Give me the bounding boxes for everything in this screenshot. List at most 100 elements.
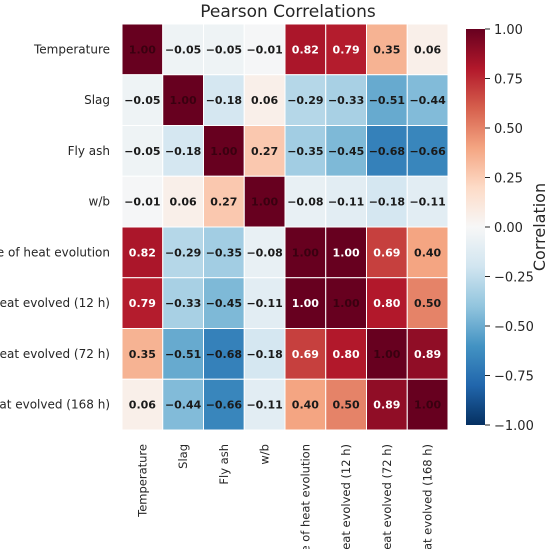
cell-value-label: −0.08	[287, 196, 323, 209]
column-label: Heat evolved (168 h)	[421, 444, 435, 549]
cell-value-label: −0.11	[246, 297, 282, 310]
column-label: Slag	[176, 444, 190, 469]
colorbar-tick-label: 0.50	[494, 122, 523, 137]
heatmap-cell	[121, 378, 164, 431]
heatmap-cell	[406, 226, 449, 279]
colorbar-label: Correlation	[530, 183, 549, 271]
heatmap-cell	[325, 277, 367, 329]
cell-value-label: 0.79	[333, 43, 360, 56]
heatmap-cell	[203, 125, 245, 177]
cell-value-label: −0.01	[246, 43, 282, 56]
heatmap-cell	[406, 23, 449, 76]
cell-value-label: −0.11	[409, 196, 445, 209]
row-label: Fly ash	[68, 144, 110, 158]
cell-value-label: −0.29	[287, 94, 323, 107]
cell-value-label: −0.35	[206, 246, 242, 259]
row-label: Heat evolved (168 h)	[0, 398, 110, 412]
heatmap-cell	[284, 378, 327, 431]
heatmap-cell	[325, 74, 367, 126]
heatmap-cell	[121, 125, 164, 177]
heatmap-cell	[162, 74, 204, 126]
heatmap-cell	[325, 23, 367, 76]
cell-value-label: 0.50	[333, 399, 360, 412]
cell-value-label: −0.33	[165, 297, 201, 310]
heatmap-cell	[366, 175, 408, 228]
cell-value-label: 1.00	[210, 145, 237, 158]
cell-value-label: 0.82	[292, 43, 319, 56]
heatmap-cell	[243, 125, 286, 177]
cell-value-label: 0.50	[414, 297, 441, 310]
chart-title: Pearson Correlations	[200, 2, 376, 22]
heatmap-cell	[406, 328, 449, 380]
column-label: Fly ash	[217, 444, 231, 485]
cell-value-label: −0.44	[165, 399, 202, 412]
colorbar-tick-label: −1.00	[494, 419, 534, 434]
cell-value-label: −0.05	[124, 94, 160, 107]
heatmap-cell	[325, 378, 367, 431]
cell-value-label: −0.68	[206, 348, 242, 361]
cell-value-label: 1.00	[333, 297, 360, 310]
cell-value-label: 0.69	[292, 348, 319, 361]
heatmap-cell	[121, 23, 164, 76]
cell-value-label: −0.44	[409, 94, 446, 107]
cell-value-label: 1.00	[414, 399, 441, 412]
cell-value-label: −0.18	[246, 348, 282, 361]
cell-value-label: 1.00	[129, 43, 156, 56]
heatmap-cell	[162, 23, 204, 76]
cell-value-label: 0.06	[414, 43, 441, 56]
cell-value-label: 0.89	[373, 399, 400, 412]
heatmap-cells: 1.00 −0.05 −0.05 −0.01 0.82 0.79 0.35 0.06 −0.05…	[121, 23, 449, 431]
cell-value-label: −0.45	[206, 297, 242, 310]
cell-value-label: 0.69	[373, 246, 400, 259]
cell-value-label: −0.08	[246, 246, 282, 259]
colorbar-tick-label: −0.75	[494, 370, 534, 385]
heatmap-cell	[243, 175, 286, 228]
heatmap-cell	[406, 378, 449, 431]
colorbar-tick-label: −0.50	[494, 320, 534, 335]
cell-value-label: −0.01	[124, 196, 160, 209]
cell-value-label: −0.11	[246, 399, 282, 412]
heatmap-cell	[406, 277, 449, 329]
cell-value-label: 0.27	[210, 196, 237, 209]
row-label: Temperature	[33, 42, 110, 56]
heatmap-cell	[284, 125, 327, 177]
heatmap-cell	[325, 125, 367, 177]
cell-value-label: −0.35	[287, 145, 323, 158]
heatmap-cell	[203, 175, 245, 228]
heatmap-cell	[203, 378, 245, 431]
cell-value-label: −0.66	[206, 399, 243, 412]
colorbar-tick-label: 0.75	[494, 73, 523, 88]
cell-value-label: 1.00	[170, 94, 197, 107]
cell-value-label: −0.29	[165, 246, 201, 259]
colorbar-tick-label: 1.00	[494, 23, 523, 38]
colorbar: 1.00 0.75 0.50 0.25 0.00 −0.25 −0.50 −0.75 −1.00…	[466, 23, 549, 434]
heatmap-cell	[203, 277, 245, 329]
cell-value-label: −0.45	[328, 145, 364, 158]
cell-value-label: 1.00	[251, 196, 278, 209]
column-labels: Temperature Slag Fly ash w/b Rate of heat ev…	[135, 444, 434, 549]
cell-value-label: −0.51	[165, 348, 201, 361]
colorbar-tick-label: 0.00	[494, 221, 523, 236]
cell-value-label: −0.05	[165, 43, 201, 56]
cell-value-label: 0.06	[170, 196, 197, 209]
cell-value-label: −0.05	[206, 43, 242, 56]
heatmap-cell	[366, 277, 408, 329]
heatmap-cell	[203, 328, 245, 380]
heatmap-cell	[162, 277, 204, 329]
heatmap-cell	[243, 226, 286, 279]
heatmap-cell	[406, 125, 449, 177]
heatmap-cell	[284, 226, 327, 279]
cell-value-label: 1.00	[373, 348, 400, 361]
heatmap-cell	[162, 125, 204, 177]
heatmap-cell	[366, 328, 408, 380]
row-labels: Temperature Slag Fly ash w/b Rate of heat ev…	[0, 42, 110, 411]
column-label: Heat evolved (12 h)	[339, 444, 353, 549]
cell-value-label: 0.89	[414, 348, 441, 361]
cell-value-label: 0.27	[251, 145, 278, 158]
cell-value-label: 0.40	[292, 399, 319, 412]
cell-value-label: −0.18	[165, 145, 201, 158]
cell-value-label: 0.80	[333, 348, 360, 361]
row-label: Heat evolved (72 h)	[0, 347, 110, 361]
column-label: Temperature	[135, 444, 149, 518]
